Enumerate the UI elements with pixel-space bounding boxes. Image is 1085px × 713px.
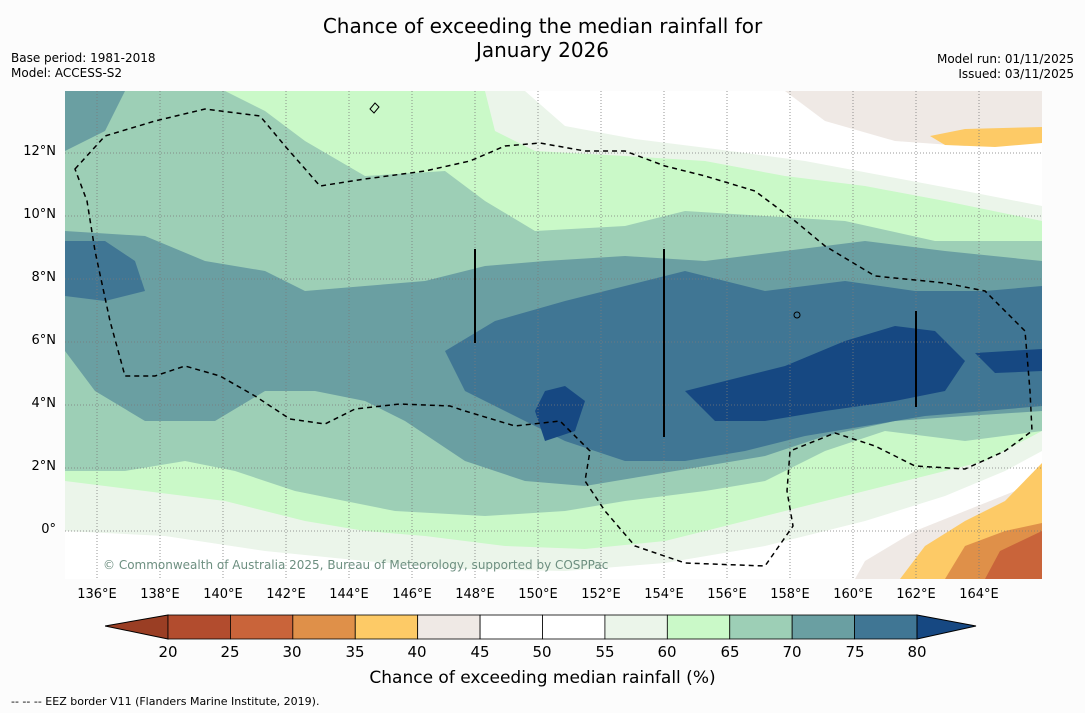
copyright-notice: © Commonwealth of Australia 2025, Bureau… [103, 558, 609, 572]
meta-right: Model run: 01/11/2025 Issued: 03/11/2025 [937, 52, 1074, 82]
lon-label-148e: 148°E [455, 587, 495, 602]
zone-25-30-south [985, 531, 1042, 579]
meta-left: Base period: 1981-2018 Model: ACCESS-S2 [11, 51, 156, 81]
lon-label-146e: 146°E [392, 587, 432, 602]
lat-label-6n: 6°N [31, 333, 57, 348]
cb-tick-65: 65 [720, 643, 740, 661]
colorbar-cell [604, 614, 668, 640]
lat-label-0: 0° [41, 522, 56, 537]
colorbar-cell [854, 614, 918, 640]
cb-tick-45: 45 [470, 643, 490, 661]
island-markers [474, 249, 917, 437]
cb-tick-35: 35 [345, 643, 365, 661]
title-line-2: January 2026 [475, 38, 610, 62]
cb-tick-70: 70 [782, 643, 802, 661]
colorbar-cell [354, 614, 419, 640]
colorbar-cell [791, 614, 855, 640]
lon-label-162e: 162°E [896, 587, 936, 602]
lon-label-138e: 138°E [140, 587, 180, 602]
title-line-1: Chance of exceeding the median rainfall … [322, 14, 763, 38]
colorbar-cell [479, 614, 543, 640]
island-outline [793, 311, 801, 319]
colorbar [105, 614, 977, 640]
colorbar-cell [292, 614, 356, 640]
map-title: Chance of exceeding the median rainfall … [0, 14, 1085, 62]
issued-date: Issued: 03/11/2025 [958, 67, 1074, 81]
lon-label-164e: 164°E [959, 587, 999, 602]
model-name: Model: ACCESS-S2 [11, 66, 123, 80]
island-outline-north [369, 102, 380, 114]
model-run: Model run: 01/11/2025 [936, 52, 1074, 66]
lon-label-140e: 140°E [203, 587, 243, 602]
cb-tick-50: 50 [532, 643, 552, 661]
lat-label-8n: 8°N [31, 270, 57, 285]
lon-label-154e: 154°E [644, 587, 684, 602]
cb-tick-55: 55 [595, 643, 615, 661]
cb-tick-25: 25 [220, 643, 240, 661]
colorbar-extend-high [916, 614, 977, 640]
lat-label-12n: 12°N [23, 144, 56, 159]
cb-tick-80: 80 [907, 643, 927, 661]
zone-50-55-south [65, 451, 1042, 579]
base-period: Base period: 1981-2018 [11, 51, 156, 65]
lon-label-160e: 160°E [833, 587, 873, 602]
lon-label-152e: 152°E [581, 587, 621, 602]
lon-label-144e: 144°E [329, 587, 369, 602]
cb-tick-30: 30 [282, 643, 302, 661]
colorbar-cell [167, 614, 231, 640]
colorbar-cell [417, 614, 481, 640]
footer-note: -- -- -- EEZ border V11 (Flanders Marine… [11, 695, 320, 708]
colorbar-extend-low [105, 614, 169, 640]
rainfall-map [65, 91, 1042, 579]
eez-border [74, 108, 1033, 567]
lat-label-4n: 4°N [31, 396, 57, 411]
cb-tick-60: 60 [657, 643, 677, 661]
zone-35-40-north [930, 127, 1042, 147]
colorbar-cell [230, 614, 294, 640]
lon-label-150e: 150°E [518, 587, 558, 602]
lon-label-136e: 136°E [77, 587, 117, 602]
colorbar-cell [666, 614, 731, 640]
cb-tick-40: 40 [407, 643, 427, 661]
cb-tick-20: 20 [158, 643, 178, 661]
lon-label-142e: 142°E [266, 587, 306, 602]
colorbar-cell [542, 614, 606, 640]
lon-label-158e: 158°E [770, 587, 810, 602]
colorbar-cell [729, 614, 793, 640]
lat-label-10n: 10°N [23, 207, 56, 222]
lat-label-2n: 2°N [31, 459, 57, 474]
lon-label-156e: 156°E [707, 587, 747, 602]
cb-tick-75: 75 [845, 643, 865, 661]
colorbar-title: Chance of exceeding median rainfall (%) [369, 668, 716, 688]
